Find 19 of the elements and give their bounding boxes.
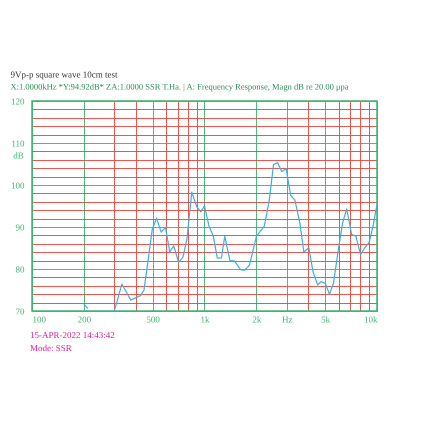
chart-subtitle: X:1.0000kHz *Y:94.92dB* ZA:1.0000 SSR T.Ha. | A: Frequency Response, Magn dB re 20.00 μpa [10,82,349,92]
text: Mode: SSR [30,343,72,353]
y-tick-label: 80 [16,264,25,274]
chart-title: 9Vp-p square wave 10cm test [10,70,118,80]
y-tick-label: 120 [11,96,25,106]
x-tick-label: 1k [200,314,210,324]
x-tick-label: 10k [364,314,378,324]
x-tick-label: 200 [78,314,92,324]
x-tick-label: Hz [282,314,293,324]
y-axis-title: dB [13,150,24,160]
x-tick-label: 2k [252,314,262,324]
y-tick-label: 70 [16,306,25,316]
x-tick-label: 100 [32,314,46,324]
y-tick-label: 110 [11,138,25,148]
y-tick-label: 100 [11,180,25,190]
y-tick-label: 90 [16,222,25,232]
x-tick-label: 5k [321,314,331,324]
x-tick-label: 500 [146,314,160,324]
text: 15-APR-2022 14:43:42 [30,330,115,340]
